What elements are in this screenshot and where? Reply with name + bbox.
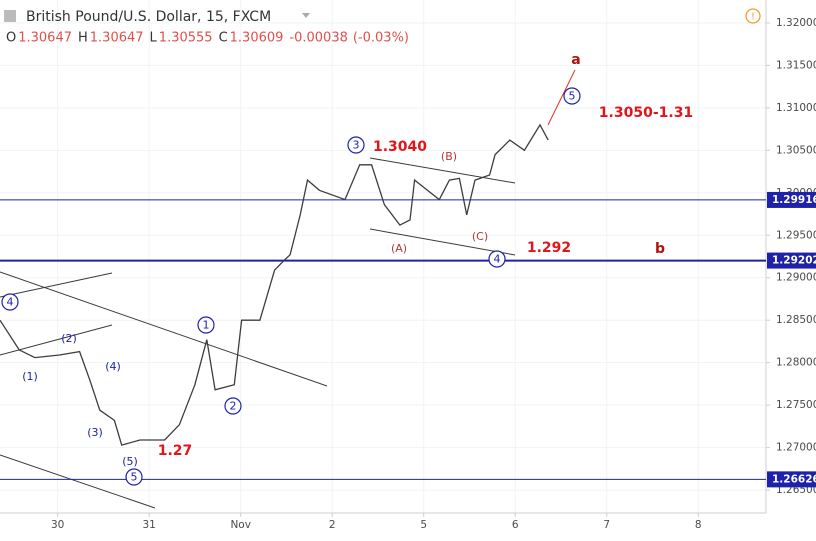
grid (0, 0, 766, 513)
wave-label: 1 (203, 319, 210, 332)
wave-label: (C) (472, 230, 488, 243)
wave-circle (563, 87, 581, 105)
level-label-box (767, 471, 816, 488)
trend-line (0, 272, 113, 298)
dropdown-icon[interactable] (302, 13, 310, 18)
wave-label: 3 (353, 139, 360, 152)
wave-label: a (571, 52, 580, 68)
trend-line (369, 157, 516, 184)
price-note: 1.3040 (373, 139, 427, 155)
wave-label: (1) (22, 370, 38, 383)
ohlc-text: -0.00038 (289, 31, 347, 46)
level-label: 1.26626 (772, 473, 816, 485)
price-line (0, 123, 549, 446)
wave-circle (197, 316, 215, 334)
y-tick-label: 1.27000 (776, 442, 816, 454)
wave-label: 4 (494, 253, 501, 266)
wave-label: (5) (122, 455, 138, 468)
y-tick-label: 1.28000 (776, 357, 816, 369)
alert-icon[interactable] (745, 8, 761, 24)
y-tick-label: 1.31000 (776, 102, 816, 114)
y-tick-label: 1.32000 (776, 17, 816, 29)
ohlc-text: H (78, 31, 88, 46)
wave-label: 2 (230, 400, 237, 413)
wave-circle (1, 293, 19, 311)
trend-line (0, 454, 156, 509)
y-tick-label: 1.29500 (776, 229, 816, 241)
wave-label: (3) (87, 426, 103, 439)
ohlc-text: 1.30555 (159, 31, 213, 46)
price-note: 1.3050-1.31 (599, 105, 693, 121)
x-tick-label: 6 (512, 519, 519, 531)
x-tick-label: 30 (51, 519, 64, 531)
wave-label: (A) (391, 242, 407, 255)
y-tick-label: 1.31500 (776, 59, 816, 71)
ohlc-row: O 1.30647 H 1.30647 L 1.30555 C 1.30609 -0.00038… (6, 31, 409, 46)
symbol-icon (4, 10, 16, 22)
wave-label: b (655, 241, 665, 257)
ohlc-text: 1.30647 (18, 31, 72, 46)
trend-line (0, 271, 328, 387)
price-note: 1.292 (527, 240, 571, 256)
wave-label: (B) (441, 150, 457, 163)
level-label-box (767, 191, 816, 208)
x-tick-label: 8 (695, 519, 702, 531)
x-tick-label: 2 (329, 519, 336, 531)
ohlc-text: C (219, 31, 228, 46)
y-tick-label: 1.30500 (776, 144, 816, 156)
wave-label: (4) (105, 360, 121, 373)
trend-line (369, 228, 516, 256)
x-tick-label: 31 (142, 519, 155, 531)
wave-label: 5 (131, 471, 138, 484)
x-tick-label: Nov (230, 519, 251, 531)
y-tick-label: 1.27500 (776, 399, 816, 411)
level-label: 1.29916 (772, 194, 816, 206)
level-label: 1.29202 (772, 255, 816, 267)
wave-circle (224, 397, 242, 415)
ohlc-text: L (150, 31, 158, 46)
plot-layer: 4 (1) (2) (3) (4) (5) 5 1 2 3 4 5 (A) (B) (C) a b 1.3040 1… (0, 52, 766, 486)
wave-circle (347, 136, 365, 154)
y-tick-label: 1.28500 (776, 314, 816, 326)
wave-circle (488, 250, 506, 268)
wave-circle (125, 468, 143, 486)
ohlc-text: 1.30609 (230, 31, 284, 46)
x-tick-label: 7 (603, 519, 610, 531)
ohlc-text: O (6, 31, 16, 46)
y-tick-label: 1.29000 (776, 272, 816, 284)
projection-line (547, 69, 576, 126)
wave-label: 5 (569, 90, 576, 103)
wave-label: 4 (7, 296, 14, 309)
price-note: 1.27 (158, 443, 193, 459)
ohlc-text: 1.30647 (90, 31, 144, 46)
chart-title: British Pound/U.S. Dollar, 15, FXCM (26, 9, 271, 25)
wave-label: (2) (61, 332, 77, 345)
x-tick-label: 5 (420, 519, 427, 531)
ohlc-text: (-0.03%) (353, 31, 409, 46)
alert-icon-mark: ! (751, 12, 755, 23)
level-label-box (767, 252, 816, 269)
